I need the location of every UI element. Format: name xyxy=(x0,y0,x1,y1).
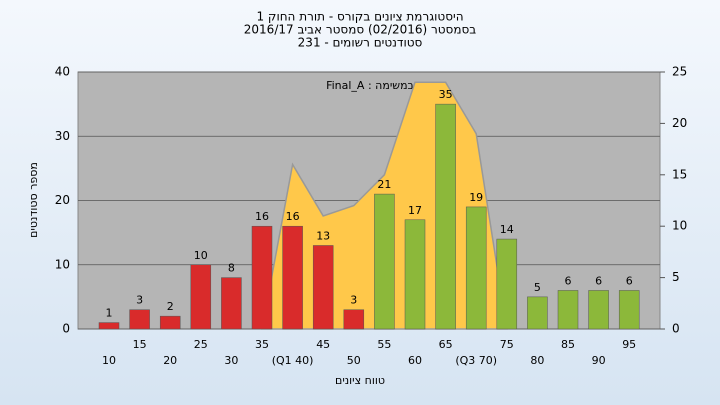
value-label: 6 xyxy=(595,274,602,287)
value-label: 3 xyxy=(136,294,143,307)
x-tick-label: 60 xyxy=(408,354,422,367)
x-tick-label: (Q1 40) xyxy=(272,354,314,367)
bar xyxy=(190,264,212,330)
bar xyxy=(588,290,609,330)
value-label: 19 xyxy=(469,191,483,204)
value-label: 35 xyxy=(439,88,453,101)
bar xyxy=(343,309,365,330)
bar xyxy=(557,290,579,330)
y2-tick-label: 20 xyxy=(672,116,687,130)
bar xyxy=(527,296,548,330)
value-label: 14 xyxy=(500,223,514,236)
y-tick-label: 40 xyxy=(55,65,70,79)
value-label: 13 xyxy=(316,229,330,242)
x-tick-label: 50 xyxy=(347,354,361,367)
x-tick-label: 95 xyxy=(622,338,636,351)
bar xyxy=(374,193,395,330)
value-label: 5 xyxy=(534,281,541,294)
bar xyxy=(496,238,518,330)
x-tick-label: 35 xyxy=(255,338,269,351)
bar xyxy=(404,219,426,330)
annotation: Final_A : במשימה xyxy=(326,79,414,92)
bar xyxy=(129,309,150,330)
x-tick-label: 15 xyxy=(133,338,147,351)
y-axis-label: מספר סטודנטים xyxy=(27,162,40,238)
value-label: 16 xyxy=(255,210,269,223)
title-line: בסמסטר (02/2016) סמסטר אביב 2016/17 xyxy=(244,23,476,37)
y-tick-label: 20 xyxy=(55,193,70,207)
value-label: 8 xyxy=(228,262,235,275)
value-label: 2 xyxy=(167,300,174,313)
title-line: היסטוגרמת ציונים בקורס - תורת החוק 1 xyxy=(256,10,463,24)
x-tick-label: 80 xyxy=(530,354,544,367)
y2-tick-label: 25 xyxy=(672,65,687,79)
y2-tick-label: 10 xyxy=(672,219,687,233)
bar xyxy=(312,245,334,330)
bar xyxy=(435,103,456,330)
bar xyxy=(98,322,120,330)
x-tick-label: 30 xyxy=(224,354,238,367)
bar xyxy=(465,206,487,330)
value-label: 17 xyxy=(408,204,422,217)
y-tick-label: 30 xyxy=(55,129,70,143)
x-tick-label: 20 xyxy=(163,354,177,367)
y2-tick-label: 5 xyxy=(672,270,680,284)
y2-tick-label: 0 xyxy=(672,322,680,336)
value-label: 10 xyxy=(194,249,208,262)
bar xyxy=(221,277,242,330)
x-tick-label: (Q3 70) xyxy=(455,354,497,367)
value-label: 6 xyxy=(626,274,633,287)
bar xyxy=(251,225,273,330)
y-tick-label: 0 xyxy=(62,322,70,336)
value-label: 16 xyxy=(286,210,300,223)
bar xyxy=(159,315,181,330)
bar xyxy=(618,290,640,330)
bar xyxy=(282,225,303,330)
x-tick-label: 65 xyxy=(439,338,453,351)
x-tick-label: 10 xyxy=(102,354,116,367)
x-axis-label: טווח ציונים xyxy=(335,374,385,387)
x-tick-label: 45 xyxy=(316,338,330,351)
y2-tick-label: 15 xyxy=(672,167,687,181)
value-label: 21 xyxy=(377,178,391,191)
y-tick-label: 10 xyxy=(55,257,70,271)
x-tick-label: 25 xyxy=(194,338,208,351)
title-line: סטודנטים רשומים - 231 xyxy=(298,36,423,50)
x-tick-label: 75 xyxy=(500,338,514,351)
x-tick-label: 90 xyxy=(592,354,606,367)
value-label: 3 xyxy=(350,294,357,307)
x-tick-label: 55 xyxy=(377,338,391,351)
value-label: 6 xyxy=(565,274,572,287)
x-tick-label: 85 xyxy=(561,338,575,351)
value-label: 1 xyxy=(106,307,113,320)
